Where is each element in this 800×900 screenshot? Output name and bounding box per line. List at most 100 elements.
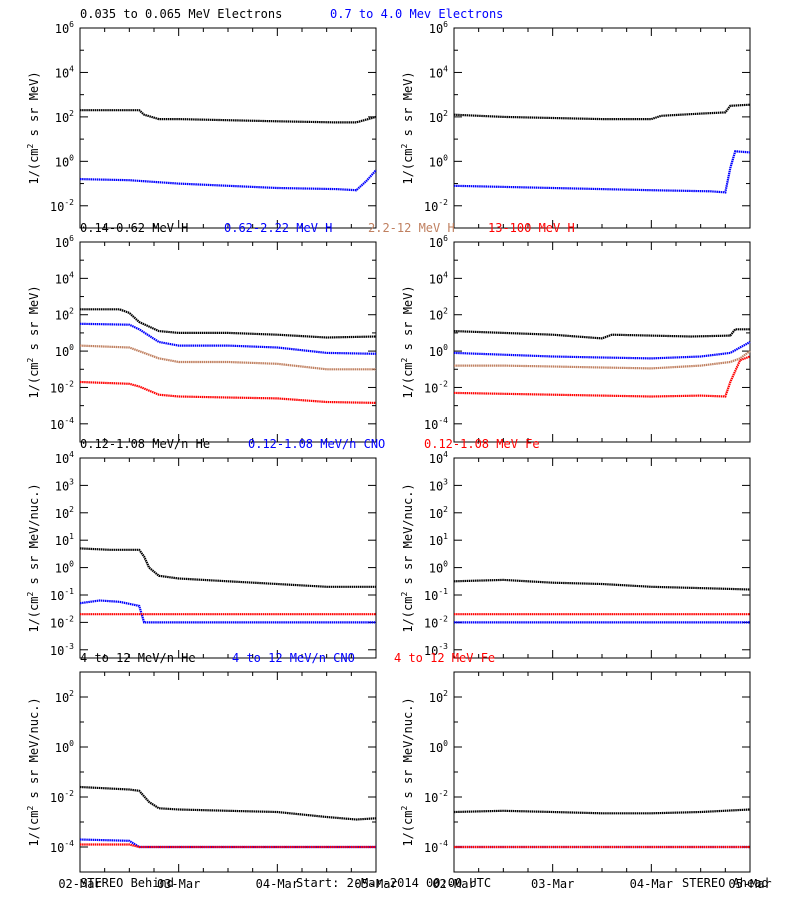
y-tick-label: 10-4 [50,839,74,855]
y-tick-label: 103 [55,477,74,493]
y-tick-label: 102 [55,505,74,521]
legend-label: 0.7 to 4.0 Mev Electrons [330,7,503,21]
panel-row-1: 0.14-0.62 MeV H 0.62-2.22 MeV H 2.2-12 MeV… [26,221,751,443]
y-tick-label: 102 [429,109,448,125]
y-tick-label: 100 [429,560,448,576]
y-tick-label: 10-3 [50,642,74,658]
data-series [79,599,376,624]
y-tick-label: 102 [55,307,74,323]
data-series [80,109,377,124]
y-tick-label: 102 [429,689,448,705]
x-tick-label: 02-Mar [432,877,475,891]
y-tick-label: 10-2 [424,379,448,395]
data-series [79,322,377,355]
footer-right-label: STEREO Ahead [682,876,769,890]
y-tick-label: 101 [55,532,74,548]
data-series [79,838,376,849]
y-tick-label: 10-1 [50,587,74,603]
panel-frame [79,457,377,659]
data-series [79,344,376,371]
data-series [80,308,377,339]
y-axis-label: 1/(cm2 s sr MeV) [26,71,41,184]
data-series [453,355,751,398]
legend-label: 13-100 MeV H [488,221,575,235]
footer-left-label: STEREO Behind [80,876,174,890]
panel-frame [453,27,751,229]
y-tick-label: 104 [55,450,74,466]
y-tick-label: 102 [55,689,74,705]
x-tick-label: 04-Mar [256,877,299,891]
y-tick-label: 10-4 [424,839,448,855]
panel: 106 104 102 100 10-2 1/(cm2 s sr MeV) [26,20,377,229]
y-tick-label: 10-2 [50,379,74,395]
y-tick-label: 10-4 [50,416,74,432]
y-tick-label: 106 [429,234,448,250]
y-tick-label: 10-2 [424,198,448,214]
panel-frame [453,671,751,873]
legend-label: 0.12-1.08 MeV/n He [80,437,210,451]
panel: 102 100 10-2 10-4 1/(cm2 s sr MeV/nuc.) 02-Ma… [400,671,772,891]
data-series [454,350,751,370]
y-tick-label: 100 [55,343,74,359]
y-tick-label: 10-4 [424,416,448,432]
y-tick-label: 100 [429,343,448,359]
y-tick-label: 10-2 [50,789,74,805]
data-series [453,808,751,815]
y-tick-label: 100 [55,560,74,576]
panel: 102 100 10-2 10-4 1/(cm2 s sr MeV/nuc.) 02-Ma… [26,671,398,891]
y-tick-label: 10-1 [424,587,448,603]
y-axis-label: 1/(cm2 s sr MeV/nuc.) [400,697,415,846]
panel: 106 104 102 100 10-2 10-4 1/(cm2 s sr MeV) [400,234,751,443]
x-tick-label: 04-Mar [630,877,673,891]
panel-row-3: 4 to 12 MeV/n He 4 to 12 MeV/n CNO 4 to 12… [26,651,772,891]
legend-label: 4 to 12 MeV Fe [394,651,495,665]
y-axis-label: 1/(cm2 s sr MeV) [26,285,41,398]
panel-rows: 0.035 to 0.065 MeV Electrons 0.7 to 4.0 M… [26,7,772,891]
y-tick-label: 102 [429,505,448,521]
data-series [453,150,751,194]
panel: 106 104 102 100 10-2 1/(cm2 s sr MeV) [400,20,751,229]
x-tick-label: 05-Mar [354,877,397,891]
data-series [453,341,751,360]
panel: 106 104 102 100 10-2 10-4 1/(cm2 s sr MeV) [26,234,377,443]
data-series [453,103,751,121]
y-axis-label: 1/(cm2 s sr MeV/nuc.) [400,483,415,632]
y-tick-label: 100 [429,739,448,755]
y-tick-label: 104 [429,270,448,286]
y-tick-label: 106 [429,20,448,36]
y-tick-label: 100 [55,153,74,169]
panel-frame [79,27,377,229]
panel-row-0: 0.035 to 0.065 MeV Electrons 0.7 to 4.0 M… [26,7,751,229]
y-tick-label: 104 [55,64,74,80]
y-axis-label: 1/(cm2 s sr MeV/nuc.) [26,697,41,846]
y-axis-label: 1/(cm2 s sr MeV) [400,71,415,184]
x-tick-label: 02-Mar [58,877,101,891]
y-tick-label: 104 [55,270,74,286]
y-tick-label: 100 [55,739,74,755]
panel-row-2: 0.12-1.08 MeV/n He 0.12-1.08 MeV/n CNO 0.1… [26,437,751,659]
y-tick-label: 100 [429,153,448,169]
panel: 104 103 102 101 100 10-1 10-2 10-3 1/(cm2 s sr M… [400,450,751,659]
legend-label: 0.14-0.62 MeV H [80,221,188,235]
data-series [79,169,377,192]
y-tick-label: 104 [429,450,448,466]
y-tick-label: 106 [55,234,74,250]
y-tick-label: 101 [429,532,448,548]
y-tick-label: 104 [429,64,448,80]
legend-label: 0.12-1.08 MeV/n CNO [248,437,385,451]
data-series [79,380,377,404]
y-tick-label: 10-2 [50,198,74,214]
data-series [79,547,376,588]
panel-frame [453,457,751,659]
legend-label: 0.12-1.08 MeV Fe [424,437,540,451]
y-axis-label: 1/(cm2 s sr MeV) [400,285,415,398]
panel-frame [453,241,751,443]
y-tick-label: 102 [55,109,74,125]
x-tick-label: 05-Mar [728,877,771,891]
panel-frame [79,241,377,443]
footer-center-label: Start: 2-Mar-2014 00:00 UTC [296,876,491,890]
legend-label: 4 to 12 MeV/n CNO [232,651,355,665]
y-axis-label: 1/(cm2 s sr MeV/nuc.) [26,483,41,632]
data-series [453,328,750,340]
